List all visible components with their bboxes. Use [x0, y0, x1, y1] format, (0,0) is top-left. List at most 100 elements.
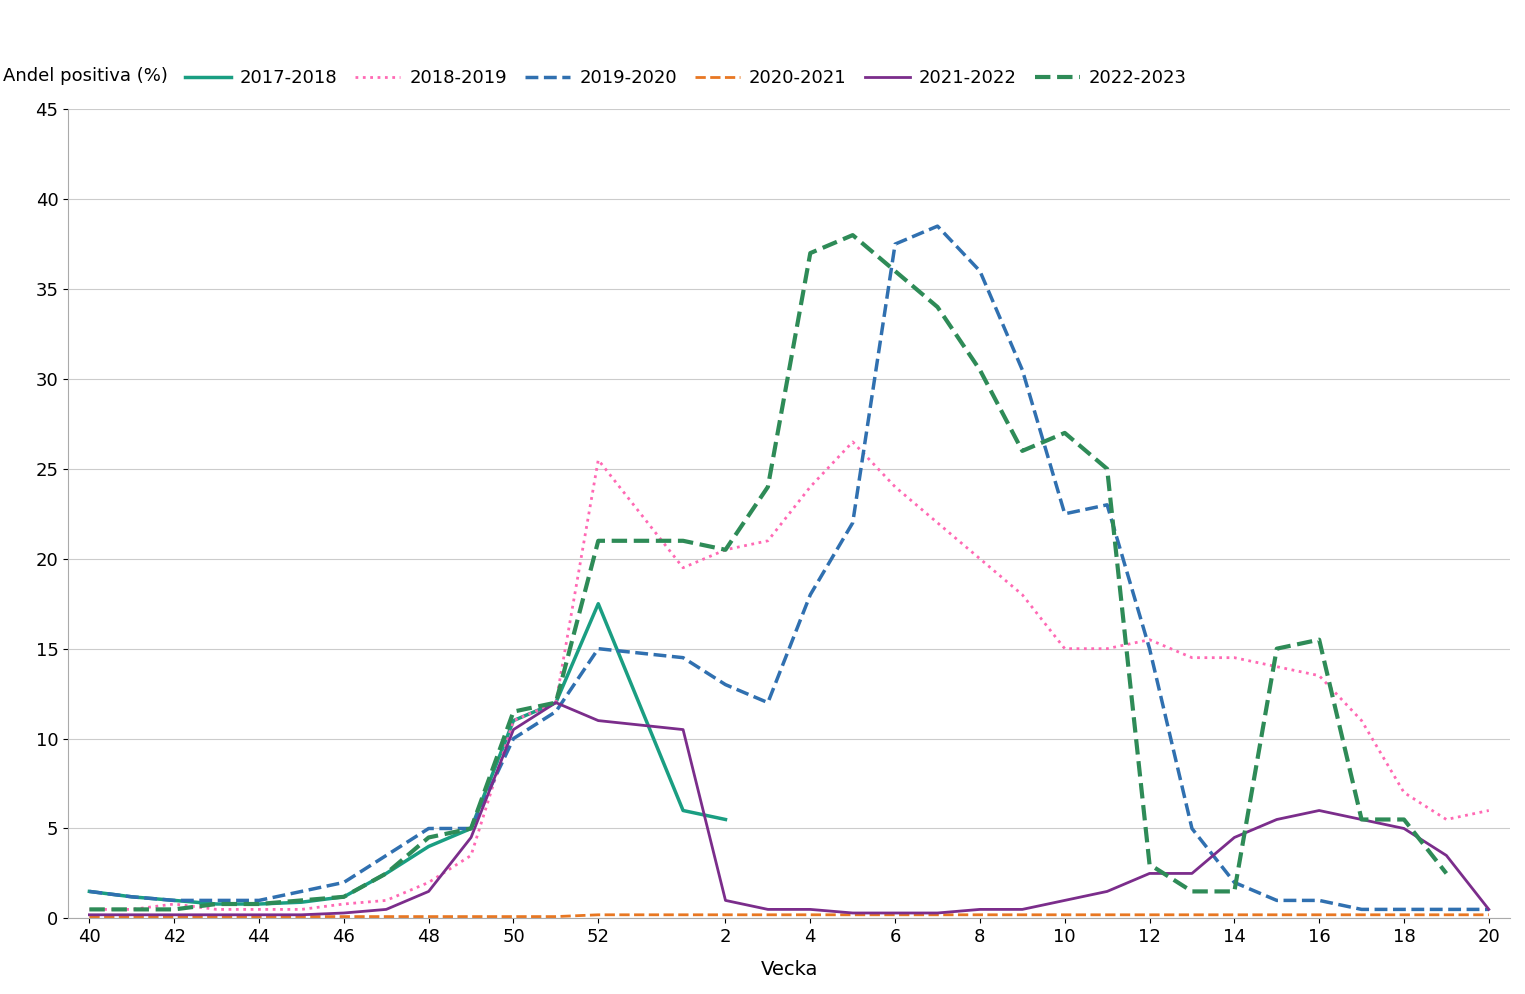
2020-2021 — [1141, 909, 1159, 920]
2018-2019 — [801, 481, 819, 493]
2020-2021 — [546, 911, 564, 922]
2018-2019 — [971, 553, 990, 565]
2020-2021 — [589, 909, 607, 920]
2022-2023 — [717, 544, 735, 556]
2022-2023 — [505, 706, 523, 718]
2018-2019 — [165, 898, 183, 910]
2022-2023 — [1267, 643, 1286, 655]
2020-2021 — [1395, 909, 1414, 920]
2022-2023 — [589, 535, 607, 547]
2022-2023 — [81, 904, 99, 915]
2021-2022 — [546, 697, 564, 709]
2022-2023 — [1310, 634, 1328, 646]
2022-2023 — [1013, 445, 1031, 457]
2021-2022 — [419, 886, 438, 898]
2019-2020 — [929, 220, 947, 232]
2021-2022 — [207, 909, 226, 920]
2019-2020 — [1437, 904, 1455, 915]
2017-2018 — [717, 813, 735, 825]
2020-2021 — [1098, 909, 1116, 920]
2019-2020 — [546, 706, 564, 718]
2020-2021 — [1310, 909, 1328, 920]
2020-2021 — [250, 911, 268, 922]
2019-2020 — [1013, 364, 1031, 376]
2021-2022 — [589, 715, 607, 727]
2019-2020 — [1098, 499, 1116, 511]
2021-2022 — [1055, 895, 1074, 907]
Legend: 2017-2018, 2018-2019, 2019-2020, 2020-2021, 2021-2022, 2022-2023: 2017-2018, 2018-2019, 2019-2020, 2020-20… — [178, 62, 1194, 94]
2020-2021 — [165, 911, 183, 922]
2021-2022 — [334, 908, 352, 919]
2018-2019 — [1013, 588, 1031, 600]
2017-2018 — [81, 886, 99, 898]
2019-2020 — [1267, 895, 1286, 907]
2020-2021 — [1479, 909, 1498, 920]
2019-2020 — [1055, 508, 1074, 520]
2020-2021 — [1267, 909, 1286, 920]
2021-2022 — [165, 909, 183, 920]
2021-2022 — [717, 895, 735, 907]
2018-2019 — [1183, 652, 1202, 664]
2017-2018 — [505, 715, 523, 727]
2022-2023 — [1395, 813, 1414, 825]
2017-2018 — [207, 898, 226, 910]
2021-2022 — [971, 904, 990, 915]
2021-2022 — [843, 908, 862, 919]
2019-2020 — [165, 895, 183, 907]
Line: 2019-2020: 2019-2020 — [90, 226, 1488, 910]
2022-2023 — [1141, 859, 1159, 871]
2019-2020 — [1353, 904, 1371, 915]
2020-2021 — [419, 911, 438, 922]
2021-2022 — [1141, 868, 1159, 880]
2022-2023 — [886, 265, 904, 277]
2020-2021 — [886, 909, 904, 920]
2017-2018 — [419, 841, 438, 853]
2018-2019 — [81, 904, 99, 915]
2018-2019 — [1395, 786, 1414, 798]
2018-2019 — [293, 904, 311, 915]
2020-2021 — [717, 909, 735, 920]
2022-2023 — [122, 904, 140, 915]
2020-2021 — [293, 911, 311, 922]
2021-2022 — [1395, 822, 1414, 834]
2018-2019 — [1055, 643, 1074, 655]
2020-2021 — [971, 909, 990, 920]
2020-2021 — [674, 909, 692, 920]
2018-2019 — [505, 715, 523, 727]
2018-2019 — [674, 562, 692, 574]
2017-2018 — [122, 891, 140, 903]
2019-2020 — [419, 822, 438, 834]
2017-2018 — [293, 897, 311, 909]
2018-2019 — [546, 697, 564, 709]
2019-2020 — [759, 697, 778, 709]
2020-2021 — [929, 909, 947, 920]
2020-2021 — [759, 909, 778, 920]
2020-2021 — [1353, 909, 1371, 920]
2018-2019 — [419, 877, 438, 889]
2020-2021 — [1437, 909, 1455, 920]
2022-2023 — [1055, 427, 1074, 439]
2019-2020 — [250, 895, 268, 907]
2022-2023 — [1183, 886, 1202, 898]
2018-2019 — [759, 535, 778, 547]
2018-2019 — [1098, 643, 1116, 655]
2022-2023 — [1353, 813, 1371, 825]
2020-2021 — [377, 911, 395, 922]
2019-2020 — [505, 733, 523, 745]
2019-2020 — [1141, 643, 1159, 655]
2021-2022 — [1437, 850, 1455, 862]
2020-2021 — [1225, 909, 1243, 920]
2019-2020 — [1479, 904, 1498, 915]
2018-2019 — [886, 481, 904, 493]
2022-2023 — [207, 898, 226, 910]
2022-2023 — [759, 481, 778, 493]
2018-2019 — [843, 436, 862, 448]
2021-2022 — [759, 904, 778, 915]
2021-2022 — [377, 904, 395, 915]
2019-2020 — [207, 895, 226, 907]
2021-2022 — [801, 904, 819, 915]
2019-2020 — [334, 877, 352, 889]
2018-2019 — [1479, 804, 1498, 816]
Line: 2021-2022: 2021-2022 — [90, 703, 1488, 914]
2018-2019 — [1310, 670, 1328, 682]
